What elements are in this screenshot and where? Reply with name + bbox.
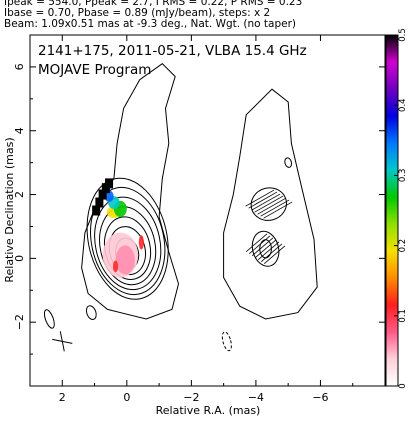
modelfit-component-inner	[259, 239, 272, 259]
y-tick-label: 2	[13, 191, 26, 198]
component-hatch	[258, 241, 280, 260]
plot-frame	[29, 34, 386, 387]
y-tick-label: 6	[13, 63, 26, 70]
y-tick-label: 4	[13, 127, 26, 134]
colorbar-tick-label: 0.4	[398, 98, 408, 112]
faint-component-contour	[85, 305, 97, 320]
polarization-peak-block	[92, 205, 101, 216]
component-hatch	[254, 195, 284, 213]
colorbar: 0 0.1 0.2 0.3 0.4 0.5	[385, 28, 408, 389]
beam-cross-minor	[59, 331, 65, 352]
header-line-2: Ibase = 0.70, Pbase = 0.89 (mJy/beam), s…	[4, 7, 271, 19]
modelfit-component	[284, 157, 293, 168]
modelfit-component	[250, 187, 287, 221]
polarization-peak-block	[105, 178, 114, 189]
chart-title: 2141+175, 2011-05-21, VLBA 15.4 GHz	[38, 43, 307, 59]
component-hatch	[263, 201, 293, 219]
x-axis-label: Relative R.A. (mas)	[156, 404, 261, 417]
polarization-peak-block	[95, 197, 104, 208]
component-hatch	[249, 235, 271, 254]
x-tick-label: −2	[183, 391, 199, 404]
component-hatch	[264, 245, 286, 264]
colorbar-tick-label: 0.5	[398, 28, 408, 42]
y-tick-label: −2	[13, 314, 26, 330]
y-tick-label: 0	[13, 255, 26, 262]
x-tick-label: 0	[123, 391, 130, 404]
component-hatch	[257, 197, 287, 215]
component-hatch	[251, 193, 281, 211]
polarization-peak-block	[98, 189, 107, 200]
image-header: Ipeak = 554.0, Ppeak = 2.7, I RMS = 0.22…	[4, 0, 404, 30]
polarization-patch	[104, 190, 114, 202]
polarization-patch	[115, 245, 135, 275]
header-line-1: Ipeak = 554.0, Ppeak = 2.7, I RMS = 0.22…	[4, 0, 303, 8]
modelfit-component	[251, 230, 280, 267]
colorbar-tick-label: 0.2	[398, 239, 408, 253]
component-hatch	[245, 189, 275, 207]
component-hatch	[255, 239, 277, 258]
x-tick-label: 2	[59, 391, 66, 404]
component-hatch	[246, 233, 268, 252]
outer-contour-right	[223, 88, 318, 320]
component-hatch	[261, 243, 283, 262]
chart-subtitle: MOJAVE Program	[38, 62, 151, 78]
component-hatch	[248, 191, 278, 209]
colorbar-tick-label: 0.1	[398, 309, 408, 323]
core-contour	[90, 186, 166, 296]
component-hatch	[260, 199, 290, 217]
outer-contour-left	[81, 63, 180, 320]
x-tick-label: −6	[312, 391, 328, 404]
colorbar-tick-label: 0	[398, 383, 408, 388]
core-contour	[94, 196, 162, 291]
polarization-patch	[138, 235, 144, 250]
component-hatch	[252, 237, 274, 256]
faint-component-contour	[43, 309, 55, 329]
x-tick-label: −4	[248, 391, 264, 404]
polarization-patch	[112, 260, 119, 273]
core-contour	[86, 177, 169, 300]
colorbar-tick-label: 0.3	[398, 169, 408, 183]
modelfit-component	[221, 331, 232, 352]
colorbar-gradient	[385, 34, 399, 387]
header-line-3: Beam: 1.09x0.51 mas at -9.3 deg., Nat. W…	[4, 18, 297, 30]
y-axis-label: Relative Declination (mas)	[3, 137, 16, 282]
